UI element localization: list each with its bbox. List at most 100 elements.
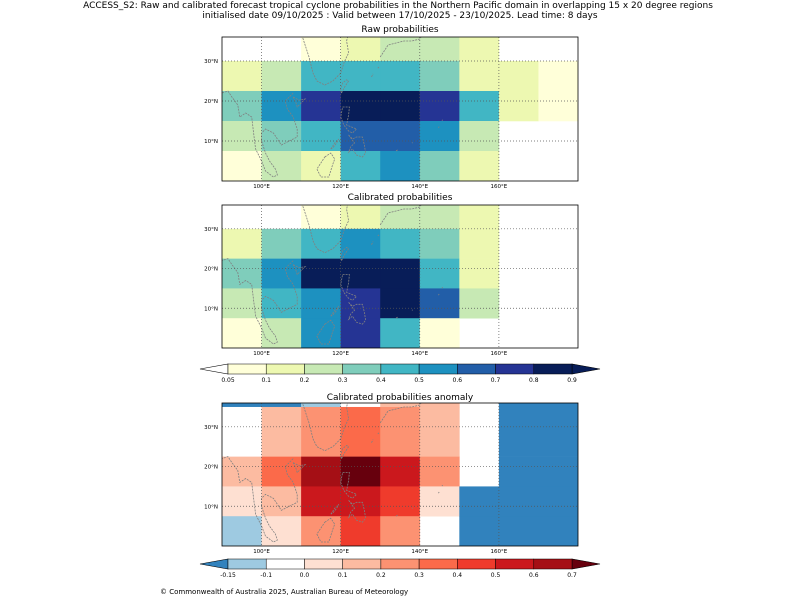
region-cell	[222, 516, 262, 546]
region-cell	[380, 486, 421, 517]
anom-colorbar-tick-label: 0.4	[453, 572, 463, 579]
coastline	[292, 264, 307, 276]
region-cell	[419, 121, 460, 152]
region-cell	[340, 456, 381, 487]
region-cell	[222, 426, 262, 457]
region-cell	[419, 258, 460, 289]
region-cell	[380, 406, 421, 428]
coastline	[379, 37, 422, 58]
region-cell	[419, 486, 460, 517]
panel-calibrated-probabilities: Calibrated probabilities 100°E 120°E 140°E…	[204, 193, 579, 357]
region-cell	[261, 91, 302, 122]
region-cell	[380, 456, 421, 487]
region-cell	[380, 208, 421, 230]
region-cell	[459, 208, 500, 230]
region-cell	[301, 91, 341, 122]
region-cell	[301, 258, 341, 289]
coastline	[441, 484, 443, 487]
prob-colorbar-tick-label: 0.1	[261, 377, 271, 384]
y-tick-label: 30°N	[204, 227, 218, 233]
region-cell	[380, 61, 421, 92]
coastline	[371, 439, 374, 443]
region-cell	[459, 41, 500, 62]
region-cell	[301, 37, 341, 42]
map-frame	[221, 36, 579, 182]
region-cell	[222, 61, 262, 92]
region-cell	[498, 91, 539, 122]
figure-title-line2: initialised date 09/10/2025 : Valid betw…	[202, 11, 597, 21]
coastline	[438, 293, 440, 296]
anom-colorbar-tick-label: 0.2	[376, 572, 386, 579]
region-cell	[459, 258, 500, 289]
prob-colorbar-swatch	[533, 363, 573, 375]
panel-raw-probabilities: Raw probabilities 100°E 120°E 140°E 160°E 10…	[204, 25, 579, 190]
coastline	[316, 319, 336, 345]
region-cell	[340, 61, 381, 92]
region-cell	[419, 61, 460, 92]
region-cell	[380, 37, 421, 42]
coastline	[340, 106, 358, 134]
coastline	[371, 73, 374, 78]
region-cell	[340, 486, 381, 517]
region-cell	[340, 41, 381, 62]
region-cell	[380, 205, 421, 210]
region-cell	[301, 456, 341, 487]
coastline	[316, 517, 336, 543]
region-cell	[340, 516, 381, 546]
y-tick-label: 20°N	[204, 99, 218, 105]
region-cell	[301, 151, 341, 181]
region-cell	[498, 426, 578, 457]
coastline	[347, 302, 367, 325]
region-cell	[340, 403, 381, 408]
region-cell	[498, 406, 578, 428]
region-cell	[340, 318, 381, 348]
figure-title-line1: ACCESS_S2: Raw and calibrated forecast t…	[83, 1, 713, 11]
region-cell	[222, 318, 262, 348]
y-tick-label: 10°N	[204, 139, 218, 145]
coastline	[371, 241, 374, 245]
coastline	[347, 500, 367, 523]
region-cell	[301, 426, 341, 457]
coastline	[302, 205, 350, 254]
x-tick-label: 160°E	[491, 549, 508, 555]
region-cell	[301, 205, 341, 210]
prob-colorbar-tick-label: 0.5	[414, 377, 424, 384]
region-cell	[380, 228, 421, 259]
region-cell	[419, 37, 460, 42]
region-cell	[380, 318, 421, 348]
map-area	[222, 205, 578, 348]
y-tick-label: 20°N	[204, 267, 218, 273]
coastline	[395, 514, 399, 517]
region-cell	[459, 228, 500, 259]
region-cell	[380, 288, 421, 319]
region-cell	[222, 258, 262, 289]
coastline	[347, 134, 367, 158]
prob-colorbar-swatch	[227, 363, 267, 375]
region-cell	[301, 516, 341, 546]
prob-colorbar-swatch	[457, 363, 496, 375]
x-tick-label: 120°E	[332, 351, 349, 357]
coastline	[377, 66, 380, 69]
map-area	[222, 37, 578, 181]
x-tick-label: 100°E	[253, 549, 270, 555]
region-cell	[419, 456, 460, 487]
region-cell	[301, 403, 341, 408]
region-cell	[459, 121, 500, 152]
panel-title-calibrated: Calibrated probabilities	[348, 193, 453, 203]
anom-colorbar-tick-label: 0.6	[529, 572, 539, 579]
x-tick-label: 140°E	[411, 184, 428, 190]
region-cell	[459, 37, 500, 42]
anom-colorbar-swatch	[457, 558, 496, 570]
x-tick-label: 140°E	[411, 351, 428, 357]
region-cell	[340, 406, 381, 428]
region-cell	[261, 516, 302, 546]
region-cell	[538, 91, 578, 122]
region-cell	[261, 486, 302, 517]
region-cell	[340, 258, 381, 289]
panel-title-anomaly: Calibrated probabilities anomaly	[327, 393, 474, 403]
prob-colorbar-swatch	[495, 363, 535, 375]
coastline	[222, 90, 298, 178]
anom-colorbar-tick-label: 0.1	[338, 572, 348, 579]
region-cell	[301, 406, 341, 428]
copyright-footer: © Commonwealth of Australia 2025, Austra…	[160, 588, 408, 596]
